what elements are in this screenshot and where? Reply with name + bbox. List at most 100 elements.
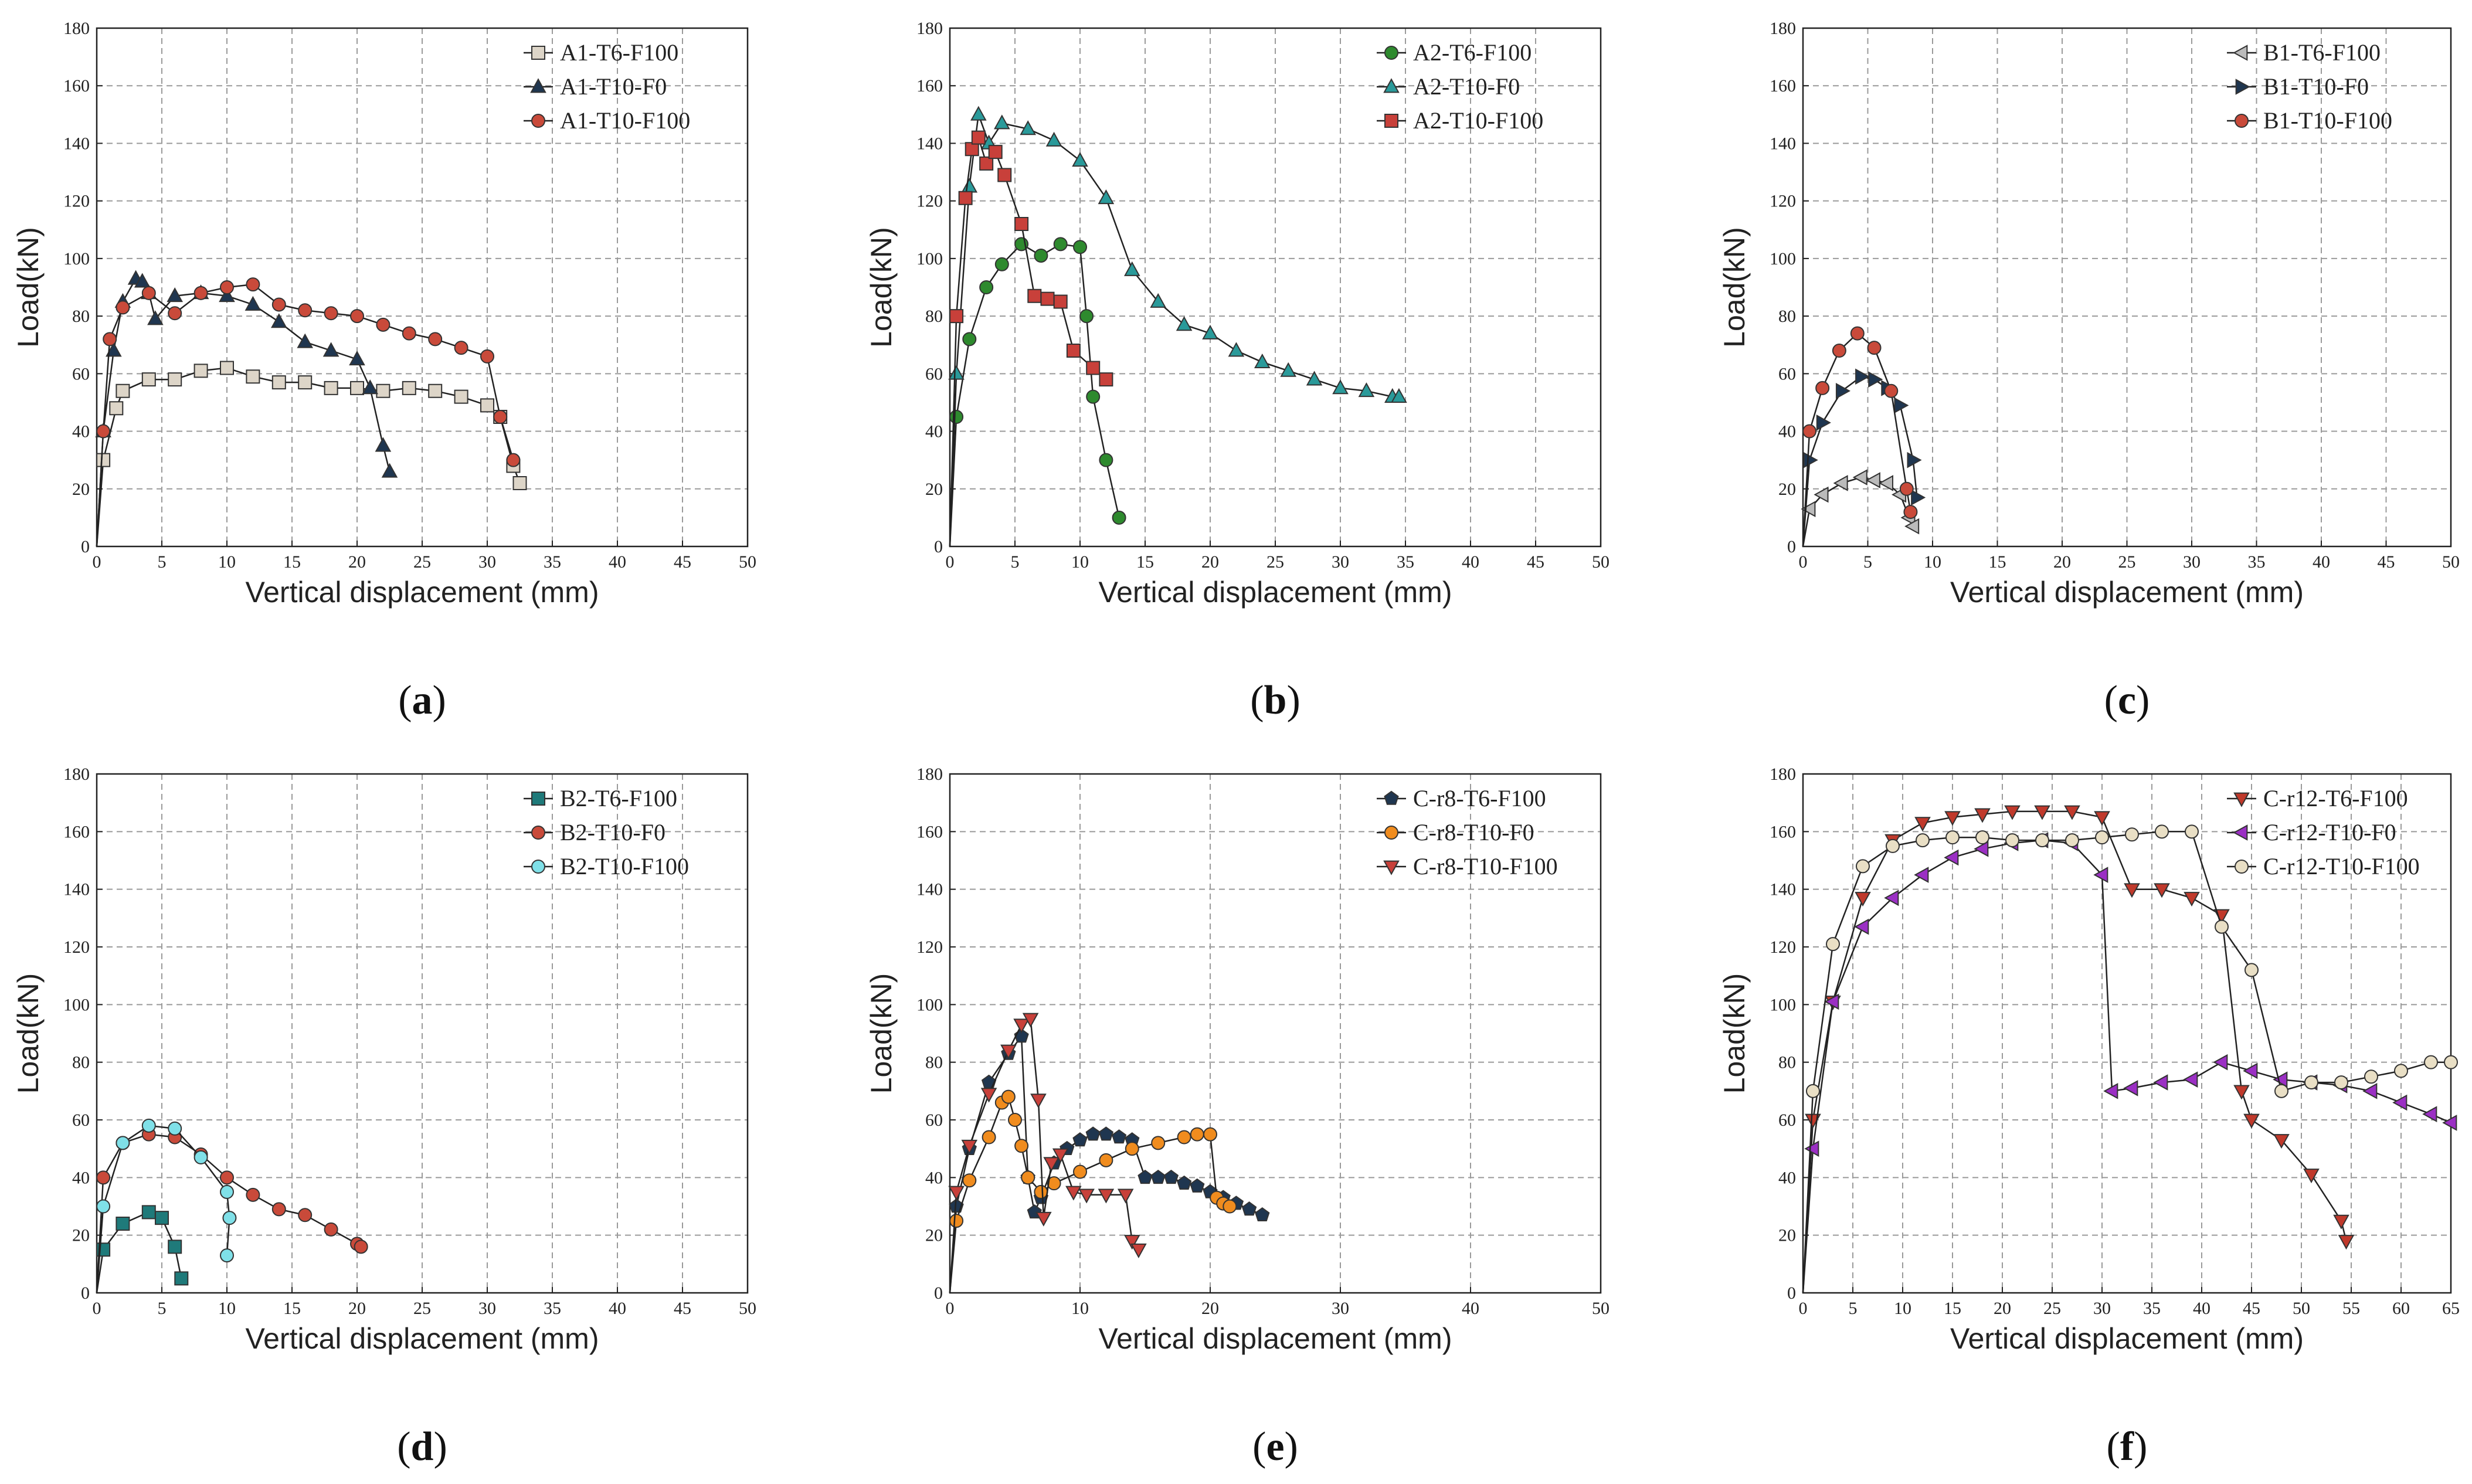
data-point: [994, 257, 1009, 271]
legend-marker: [531, 46, 545, 60]
data-point: [298, 375, 313, 390]
series-A2-T6-F100: [949, 237, 1126, 547]
data-point: [1098, 1126, 1114, 1141]
y-axis-label: Load(kN): [12, 227, 45, 348]
data-point: [155, 1211, 169, 1225]
data-point: [1073, 1164, 1087, 1179]
x-tick-label: 25: [2043, 1299, 2061, 1318]
data-point: [2185, 824, 2199, 839]
series-A1-T6-F100: [96, 361, 527, 547]
legend-label: B1-T10-F0: [2263, 73, 2369, 100]
y-tick-label: 60: [1778, 364, 1796, 383]
data-point: [2303, 1169, 2320, 1184]
chart-panel-a: 0 5 10 15 20 25 30 35 40 45 50 0 20 40 60 80 100 120 140 16…: [12, 19, 756, 723]
x-tick-label: 5: [1849, 1299, 1858, 1318]
series-B1-T6-F100: [1801, 469, 1920, 547]
data-point: [1974, 808, 1991, 823]
x-tick-label: 30: [1332, 552, 1349, 572]
panel-label: (c): [2104, 678, 2150, 723]
y-tick-label: 100: [63, 249, 90, 269]
x-tick-label: 10: [1894, 1299, 1911, 1318]
data-point: [1150, 293, 1166, 308]
data-point: [1190, 1178, 1205, 1193]
y-tick-label: 160: [1770, 76, 1796, 96]
data-point: [167, 287, 183, 303]
data-point: [1086, 389, 1101, 404]
series-C-r12-T6-F100: [1802, 805, 2355, 1293]
data-point: [2394, 1064, 2408, 1078]
y-tick-label: 40: [925, 422, 943, 442]
x-tick-label: 65: [2442, 1299, 2460, 1318]
data-point: [2304, 1075, 2318, 1090]
data-point: [1043, 1157, 1060, 1172]
data-point: [116, 1136, 130, 1150]
data-point: [1073, 240, 1087, 254]
x-tick-label: 35: [2248, 552, 2266, 572]
data-point: [506, 453, 521, 467]
x-axis-label: Vertical displacement (mm): [1099, 576, 1452, 609]
x-tick-label: 5: [1863, 552, 1872, 572]
y-tick-label: 80: [925, 307, 943, 326]
data-point: [1021, 1170, 1035, 1185]
x-tick-label: 15: [283, 552, 301, 572]
data-point: [1914, 867, 1929, 883]
series-B2-T10-F0: [96, 1127, 368, 1293]
data-point: [298, 303, 313, 318]
data-point: [2125, 827, 2139, 842]
data-point: [1358, 382, 1375, 398]
data-point: [1815, 381, 1830, 395]
data-point: [2362, 1083, 2378, 1099]
data-point: [2274, 1084, 2288, 1098]
data-point: [246, 369, 260, 384]
y-tick-label: 20: [925, 480, 943, 499]
x-tick-label: 50: [1592, 1299, 1609, 1318]
legend-marker: [531, 860, 545, 874]
x-tick-label: 20: [2053, 552, 2071, 572]
data-point: [245, 296, 262, 311]
panel-label: (a): [398, 678, 446, 723]
x-tick-label: 5: [1011, 552, 1020, 572]
data-point: [298, 1208, 313, 1222]
data-point: [1975, 830, 1989, 845]
x-tick-label: 30: [2183, 552, 2201, 572]
data-point: [1306, 371, 1323, 386]
data-point: [222, 1211, 237, 1225]
data-point: [1944, 811, 1961, 826]
data-point: [271, 313, 287, 328]
y-tick-label: 120: [916, 938, 943, 957]
data-point: [1852, 469, 1867, 485]
data-point: [220, 1170, 234, 1185]
y-tick-label: 140: [63, 134, 90, 153]
data-point: [1855, 368, 1870, 385]
y-tick-label: 120: [1770, 938, 1796, 957]
legend-label: A1-T10-F0: [560, 73, 667, 100]
data-point: [2095, 830, 2109, 845]
data-point: [2124, 883, 2140, 898]
data-point: [375, 437, 392, 452]
x-tick-label: 0: [93, 552, 101, 572]
data-point: [1826, 937, 1840, 952]
series-A2-T10-F100: [949, 130, 1113, 547]
data-point: [1117, 1188, 1134, 1204]
legend-label: A1-T10-F100: [560, 107, 690, 134]
data-point: [1804, 1140, 1819, 1157]
data-point: [958, 191, 973, 205]
data-point: [2004, 805, 2021, 820]
data-point: [1099, 453, 1113, 467]
legend-label: B2-T6-F100: [560, 785, 677, 811]
y-tick-label: 20: [1778, 480, 1796, 499]
x-tick-label: 45: [1527, 552, 1544, 572]
data-point: [1865, 472, 1880, 488]
data-point: [1008, 1113, 1022, 1127]
data-point: [246, 1187, 260, 1202]
data-point: [949, 410, 964, 424]
y-axis-label: Load(kN): [12, 973, 45, 1094]
series-C-r8-T10-F0: [949, 1089, 1237, 1293]
series-line: [1802, 839, 2451, 1293]
data-point: [454, 341, 468, 355]
data-point: [1802, 424, 1817, 439]
data-point: [297, 333, 313, 348]
legend-marker: [531, 826, 545, 840]
data-point: [1974, 841, 1989, 857]
x-tick-label: 10: [218, 1299, 236, 1318]
